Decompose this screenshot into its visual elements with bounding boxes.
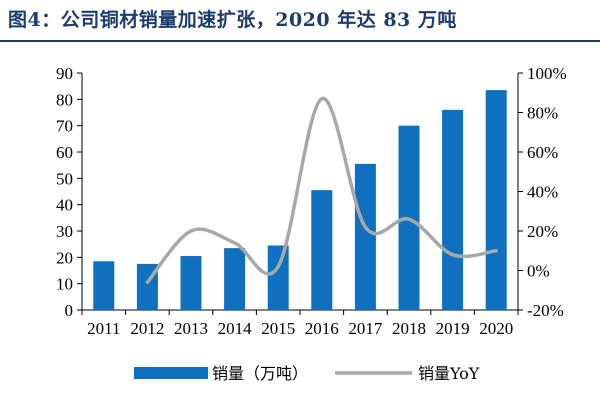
x-tick-label: 2012 (130, 319, 164, 338)
right-tick-label: 60% (527, 143, 558, 162)
legend-bar-label: 销量（万吨） (212, 364, 308, 383)
x-tick-label: 2017 (348, 319, 383, 338)
left-tick-label: 40 (56, 196, 73, 215)
volume-bar (442, 109, 464, 310)
x-tick-label: 2015 (261, 319, 295, 338)
volume-bar (224, 248, 246, 310)
left-tick-label: 50 (56, 169, 73, 188)
x-tick-label: 2014 (218, 319, 253, 338)
x-tick-label: 2018 (392, 319, 426, 338)
right-tick-label: 40% (527, 183, 558, 202)
x-tick-label: 2020 (479, 319, 513, 338)
left-tick-label: 0 (65, 301, 74, 320)
volume-bar (485, 90, 507, 310)
left-tick-label: 30 (56, 222, 73, 241)
volume-bar (93, 261, 115, 310)
volume-bar (311, 190, 333, 310)
bar-series (93, 90, 507, 311)
left-tick-label: 10 (56, 275, 73, 294)
chart-legend: 销量（万吨） 销量YoY (134, 364, 480, 383)
volume-bar (180, 256, 202, 310)
x-tick-label: 2011 (87, 319, 120, 338)
yoy-line (145, 96, 498, 285)
volume-bar (267, 245, 289, 310)
left-tick-label: 80 (56, 90, 73, 109)
right-tick-label: 100% (527, 64, 567, 83)
left-tick-label: 90 (56, 64, 73, 83)
left-tick-label: 20 (56, 248, 73, 267)
right-tick-label: 80% (527, 104, 558, 123)
figure-title: 图4：公司铜材销量加速扩张，2020 年达 83 万吨 (8, 9, 457, 31)
legend-line-label: 销量YoY (418, 364, 480, 383)
right-tick-label: 20% (527, 222, 558, 241)
x-tick-label: 2013 (174, 319, 208, 338)
title-underline (0, 40, 600, 42)
chart-axes: 0 10 20 30 40 50 60 70 80 90 -20% 0% 20% 40% 60% 80% 100… (56, 64, 567, 338)
right-tick-label: -20% (527, 301, 564, 320)
volume-bar (354, 163, 376, 310)
yoy-line-series (145, 96, 498, 285)
right-tick-label: 0% (527, 262, 550, 281)
left-tick-label: 70 (56, 117, 73, 136)
legend-bar-swatch (134, 367, 208, 379)
x-tick-label: 2019 (436, 319, 470, 338)
x-tick-label: 2016 (305, 319, 339, 338)
left-tick-label: 60 (56, 143, 73, 162)
